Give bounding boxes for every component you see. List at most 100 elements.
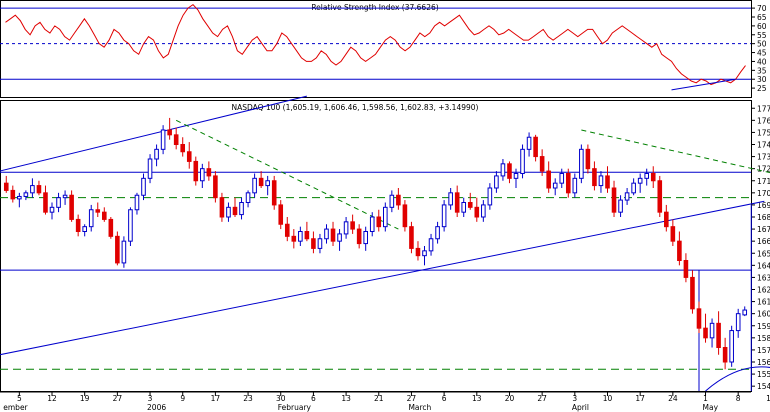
candle-body — [173, 134, 179, 145]
x-day-label: 17 — [635, 394, 645, 403]
price-panel-frame — [0, 100, 752, 392]
projection-arc — [705, 366, 770, 392]
candle-body — [677, 240, 682, 262]
x-day-label: 3 — [148, 394, 153, 403]
candle-body — [389, 194, 395, 208]
candle-body — [193, 160, 199, 182]
candle-body — [154, 148, 159, 160]
price-tick-label: 1690 — [757, 201, 770, 210]
price-y-axis: 1770 1760 1750 1740 1730 1720 1710 1700 1690 1680… — [751, 104, 770, 391]
rsi-tick-label: 40 — [757, 57, 767, 66]
trendline — [0, 200, 765, 356]
x-month-label: May — [703, 403, 719, 412]
rsi-panel-frame — [0, 0, 752, 98]
candle-body — [487, 187, 493, 206]
x-month-label: April — [572, 403, 589, 412]
x-day-label: 10 — [603, 394, 613, 403]
price-tick-label: 1680 — [757, 213, 770, 222]
candle-body — [409, 226, 414, 249]
candle-body — [369, 216, 375, 232]
x-day-label: 23 — [243, 394, 253, 403]
candle-body — [565, 173, 571, 194]
x-day-label: 19 — [80, 394, 90, 403]
candle-body — [115, 235, 120, 264]
price-tick-label: 1570 — [757, 346, 770, 355]
candle-body — [552, 182, 558, 189]
candle-body — [36, 185, 42, 194]
candle-body — [75, 218, 81, 233]
candle-body — [683, 260, 689, 278]
candle-body — [507, 163, 512, 179]
candle-body — [690, 276, 695, 310]
price-tick-label: 1700 — [757, 189, 770, 198]
candle-body — [56, 197, 61, 208]
candle-body — [147, 158, 153, 179]
candle-body — [696, 308, 702, 329]
candle-body — [481, 204, 486, 218]
price-tick-label: 1620 — [757, 286, 770, 295]
candle-body — [598, 175, 604, 187]
candle-body — [69, 194, 74, 220]
price-tick-label: 1730 — [757, 153, 770, 162]
candle-body — [415, 247, 421, 257]
candle-body — [10, 189, 16, 200]
candle-body — [513, 173, 519, 179]
candle-body — [637, 177, 643, 184]
candle-body — [572, 177, 578, 194]
price-panel: NASDAQ 100 (1,605.19, 1,606.46, 1,598.56… — [0, 95, 770, 392]
price-tick-label: 1610 — [757, 298, 770, 307]
candle-body — [716, 322, 721, 349]
candle-body — [317, 238, 323, 249]
price-tick-label: 1640 — [757, 261, 770, 270]
candle-body — [526, 136, 532, 150]
price-tick-label: 1650 — [757, 249, 770, 258]
x-month-label: ember — [3, 403, 28, 412]
candle-body — [657, 180, 663, 213]
x-day-label: 8 — [736, 394, 741, 403]
x-day-label: 12 — [47, 394, 57, 403]
candle-body — [167, 129, 172, 136]
rsi-tick-label: 65 — [757, 13, 767, 22]
candlestick-series — [3, 117, 748, 370]
candle-body — [742, 309, 748, 316]
candle-body — [271, 180, 277, 206]
x-day-label: 20 — [505, 394, 515, 403]
rsi-tick-label: 50 — [757, 40, 767, 49]
rsi-trendline — [671, 78, 736, 91]
candle-body — [160, 129, 166, 150]
candle-body — [108, 218, 114, 237]
candle-body — [206, 168, 212, 177]
candle-body — [539, 156, 545, 172]
candle-body — [664, 211, 669, 228]
candle-body — [559, 173, 565, 184]
candle-body — [121, 240, 127, 264]
candle-body — [180, 144, 186, 153]
candle-body — [350, 221, 355, 230]
candle-body — [461, 202, 467, 213]
price-tick-label: 1540 — [757, 382, 770, 391]
rsi-reference-lines — [0, 7, 751, 80]
candle-body — [533, 136, 538, 158]
candle-body — [304, 231, 310, 240]
candle-body — [291, 235, 297, 242]
candle-body — [330, 228, 336, 242]
candle-body — [448, 192, 453, 206]
candle-body — [585, 148, 591, 170]
candle-body — [134, 194, 140, 211]
candle-body — [95, 209, 101, 213]
rsi-title: Relative Strength Index (37.6626) — [311, 3, 438, 12]
price-tick-label: 1550 — [757, 370, 770, 379]
candle-body — [213, 175, 218, 199]
price-tick-label: 1590 — [757, 322, 770, 331]
x-day-label: 27 — [407, 394, 417, 403]
candle-body — [88, 209, 94, 228]
candle-body — [311, 238, 316, 249]
x-day-label: 3 — [572, 394, 577, 403]
candle-body — [709, 322, 715, 339]
candle-body — [494, 175, 499, 189]
candle-body — [62, 194, 68, 199]
candle-body — [101, 211, 107, 220]
candle-body — [226, 206, 231, 218]
candle-body — [500, 163, 506, 177]
